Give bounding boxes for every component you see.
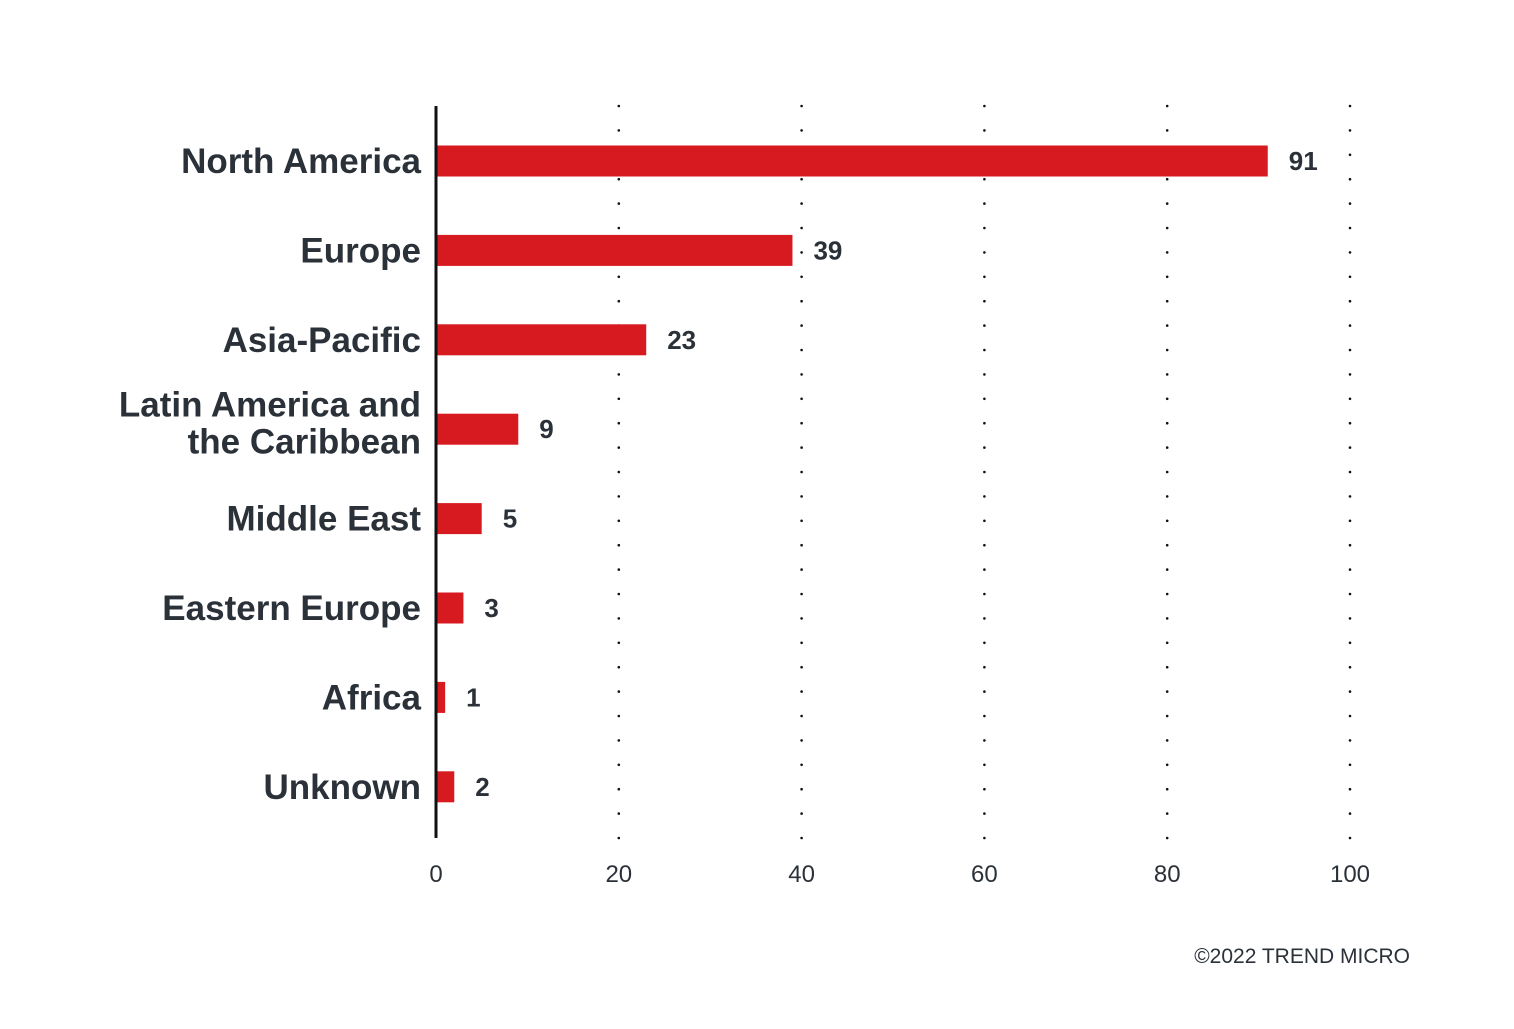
bar <box>436 681 446 713</box>
value-label: 3 <box>484 593 498 623</box>
category-label: North America <box>181 142 421 181</box>
category-label: Eastern Europe <box>162 589 421 628</box>
bar <box>436 413 519 445</box>
bars <box>436 145 1268 803</box>
x-tick-labels: 0 20 40 60 80 100 <box>429 861 1370 888</box>
value-label: 39 <box>813 235 842 265</box>
x-tick-label: 100 <box>1330 861 1370 888</box>
value-label: 91 <box>1289 146 1318 176</box>
value-label: 1 <box>466 682 480 712</box>
value-label: 9 <box>539 414 553 444</box>
category-label: Africa <box>322 678 422 717</box>
value-labels: 91 39 23 9 5 3 1 2 <box>466 146 1318 802</box>
bar <box>436 771 455 803</box>
x-tick-label: 80 <box>1154 861 1181 888</box>
copyright-credit: ©2022 TREND MICRO <box>1194 945 1410 968</box>
grid-lines <box>617 104 1352 840</box>
category-label: Europe <box>300 231 421 270</box>
category-label: Asia-Pacific <box>223 321 421 360</box>
bar <box>436 503 482 535</box>
x-tick-label: 20 <box>605 861 632 888</box>
category-label: Latin America and <box>119 386 421 425</box>
category-labels: North America Europe Asia-Pacific Latin Ame… <box>119 142 422 807</box>
value-label: 2 <box>475 772 489 802</box>
category-label: Middle East <box>227 500 422 539</box>
category-label: Unknown <box>264 768 421 807</box>
bar <box>436 592 464 624</box>
category-label: the Caribbean <box>188 423 421 462</box>
x-tick-label: 40 <box>788 861 815 888</box>
bar <box>436 145 1268 177</box>
x-tick-label: 0 <box>429 861 442 888</box>
x-tick-label: 60 <box>971 861 998 888</box>
bar <box>436 324 647 356</box>
value-label: 23 <box>667 325 696 355</box>
value-label: 5 <box>503 504 517 534</box>
bar <box>436 234 793 266</box>
